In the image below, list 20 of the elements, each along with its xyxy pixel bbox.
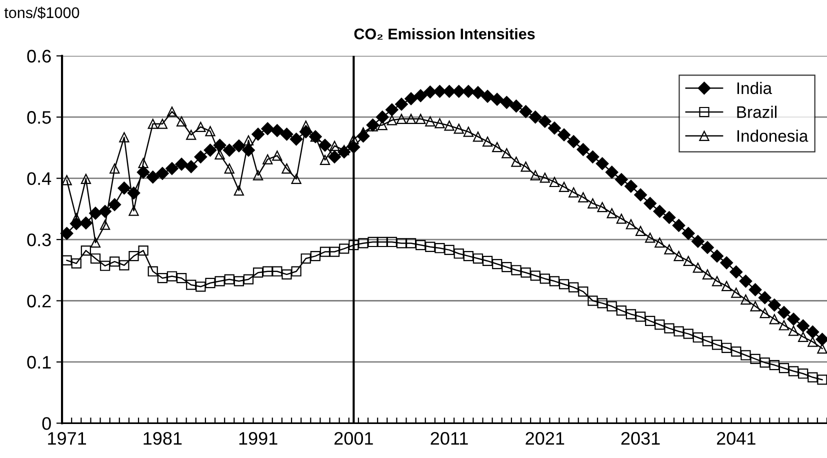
x-tick-label: 2011 [430,432,468,445]
x-tick-label: 2041 [716,432,756,445]
y-tick-label: 0.5 [27,111,51,124]
y-tick-label: 0.6 [27,50,51,63]
chart-title: CO₂ Emission Intensities [354,28,535,40]
x-tick-label: 2031 [621,432,660,445]
x-tick-label: 1991 [239,432,278,445]
x-tick-label: 2021 [526,432,564,445]
y-tick-label: 0.1 [27,356,51,369]
legend-label: India [737,82,772,94]
x-tick-label: 1981 [144,432,182,445]
y-tick-label: 0 [42,417,51,430]
x-tick-label: 1971 [48,432,86,445]
legend-label: Indonesia [737,130,808,142]
y-tick-label: 0.4 [27,172,52,186]
y-tick-label: 0.3 [27,233,51,246]
legend-label: Brazil [737,106,776,118]
y-tick-label: 0.2 [27,294,51,308]
x-tick-label: 2001 [334,432,373,445]
y-axis-title: tons/$1000 [4,6,80,19]
